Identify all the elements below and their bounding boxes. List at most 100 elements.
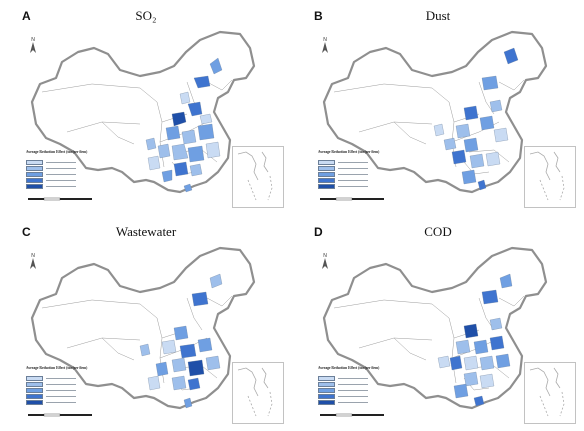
legend-title: Average Reduction Effect (ton/per firm) xyxy=(26,150,88,154)
china-map xyxy=(322,246,548,410)
map-region xyxy=(171,143,189,161)
scale-bar xyxy=(28,197,92,201)
map-region xyxy=(145,137,157,151)
map-region xyxy=(463,371,479,387)
map-region xyxy=(161,339,177,355)
map-region xyxy=(453,383,469,399)
legend-item xyxy=(318,159,386,165)
map-region xyxy=(209,273,223,289)
svg-text:N: N xyxy=(31,253,35,259)
scale-bar xyxy=(320,413,384,417)
south-china-sea-inset xyxy=(232,146,284,208)
legend-item xyxy=(26,381,94,387)
map-region xyxy=(171,111,187,127)
map-region xyxy=(171,357,187,373)
map-region xyxy=(479,355,495,371)
map-legend: Average Reduction Effect (ton/per firm) xyxy=(26,150,94,189)
map-region xyxy=(473,395,485,407)
map-region xyxy=(161,169,173,183)
map-region xyxy=(205,355,221,371)
svg-text:N: N xyxy=(323,37,327,43)
map-region xyxy=(197,337,213,353)
legend-item xyxy=(318,381,386,387)
map-region xyxy=(157,143,171,159)
map-region xyxy=(179,343,197,359)
map-region xyxy=(451,149,467,165)
map-region xyxy=(187,145,205,163)
scale-bar xyxy=(320,197,384,201)
map-region xyxy=(179,91,191,105)
south-china-sea-inset xyxy=(232,362,284,424)
panel-title: SO₂ xyxy=(135,8,157,23)
map-region xyxy=(199,113,213,125)
panel-title: COD xyxy=(424,224,452,239)
legend-item xyxy=(26,183,94,189)
map-region xyxy=(489,99,503,113)
map-region xyxy=(183,183,193,193)
map-panel-b: B Dust N xyxy=(292,0,584,215)
panel-letter: B xyxy=(314,9,323,23)
legend-item xyxy=(26,375,94,381)
legend-item xyxy=(26,393,94,399)
north-arrow-icon: N xyxy=(30,253,36,269)
map-region xyxy=(181,129,197,145)
choropleth-regions xyxy=(145,57,223,193)
map-region xyxy=(171,375,187,391)
map-region xyxy=(173,161,189,177)
legend-item xyxy=(26,177,94,183)
map-region xyxy=(187,101,203,117)
map-region xyxy=(455,339,471,355)
panel-title: Wastewater xyxy=(115,224,177,239)
legend-item xyxy=(318,165,386,171)
map-region xyxy=(479,373,495,389)
map-panel-c: C Wastewater N xyxy=(0,216,292,431)
map-legend: Average Reduction Effect (ton/per firm) xyxy=(318,366,386,405)
map-region xyxy=(193,75,211,89)
map-region xyxy=(479,115,495,131)
country-outline xyxy=(322,246,548,410)
legend-item xyxy=(318,387,386,393)
panel-letter: D xyxy=(314,225,323,239)
map-region xyxy=(463,355,479,371)
legend-item xyxy=(318,183,386,189)
map-legend: Average Reduction Effect (ton/per firm) xyxy=(318,150,386,189)
map-panel-d: D COD N xyxy=(292,216,584,431)
map-region xyxy=(481,289,499,305)
legend-item xyxy=(26,159,94,165)
map-region xyxy=(493,127,509,143)
country-outline xyxy=(30,246,256,410)
map-region xyxy=(209,57,223,75)
svg-text:N: N xyxy=(323,253,327,259)
scale-bar xyxy=(28,413,92,417)
legend-item xyxy=(318,177,386,183)
legend-item xyxy=(318,375,386,381)
map-region xyxy=(463,137,479,153)
legend-title: Average Reduction Effect (ton/per firm) xyxy=(26,366,88,370)
map-region xyxy=(469,153,485,169)
map-region xyxy=(433,123,445,137)
map-region xyxy=(503,47,519,65)
panel-letter: A xyxy=(22,9,31,23)
map-region xyxy=(473,339,489,355)
legend-item xyxy=(26,171,94,177)
china-map xyxy=(30,246,256,410)
map-region xyxy=(463,105,479,121)
map-region xyxy=(155,361,169,377)
map-region xyxy=(455,123,471,139)
map-region xyxy=(437,355,451,369)
choropleth-regions xyxy=(437,273,513,407)
north-arrow-icon: N xyxy=(322,37,328,53)
map-region xyxy=(477,179,487,191)
china-map xyxy=(30,30,256,194)
map-region xyxy=(495,353,511,369)
map-region xyxy=(173,325,189,341)
legend-title: Average Reduction Effect (ton/per firm) xyxy=(318,366,380,370)
map-region xyxy=(189,163,203,177)
map-region xyxy=(489,317,503,331)
map-panel-a: A SO₂ N xyxy=(0,0,292,215)
map-region xyxy=(187,359,205,377)
map-region xyxy=(485,151,501,167)
country-outline xyxy=(322,30,548,194)
south-china-sea-inset xyxy=(524,362,576,424)
panel-letter: C xyxy=(22,225,31,239)
